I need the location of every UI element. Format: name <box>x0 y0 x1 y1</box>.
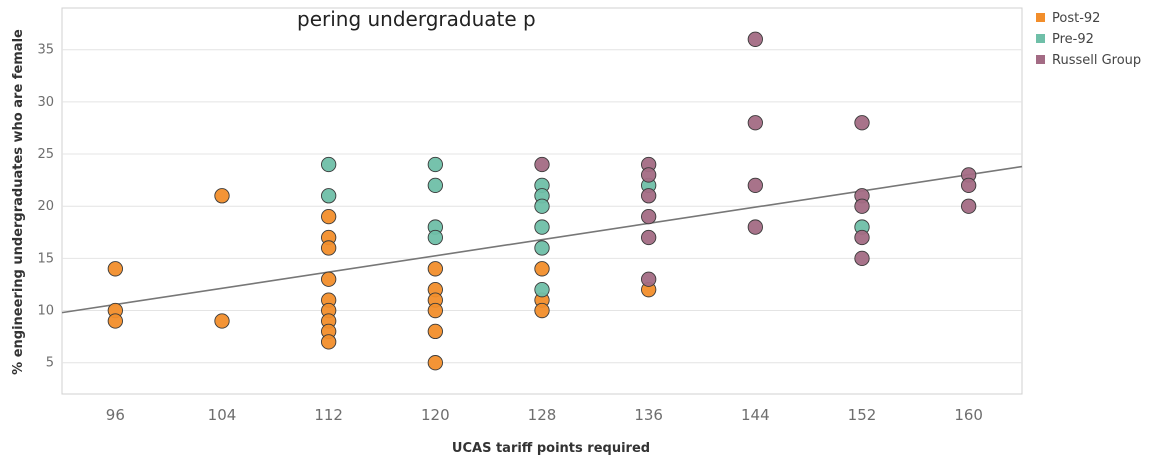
data-point-russell-group <box>854 198 870 214</box>
data-point-russell-group <box>641 271 657 287</box>
data-point-pre-92 <box>321 188 337 204</box>
data-point-post-92 <box>214 188 230 204</box>
y-axis-label: % engineering undergraduates who are fem… <box>11 29 26 375</box>
y-tick-label: 5 <box>46 356 54 371</box>
y-axis-ticks: 5 10 15 20 25 30 35 <box>37 43 54 371</box>
data-point-post-92 <box>427 323 443 340</box>
legend-swatch <box>1036 13 1045 22</box>
data-point-russell-group <box>747 219 763 235</box>
data-point-post-92 <box>534 302 550 319</box>
data-point-post-92 <box>427 302 443 319</box>
y-tick-label: 30 <box>37 95 54 110</box>
data-point-pre-92 <box>534 240 550 256</box>
data-point-russell-group <box>641 208 657 225</box>
y-tick-label: 15 <box>37 251 54 266</box>
legend-label: Russell Group <box>1052 53 1141 68</box>
data-point-post-92 <box>107 261 123 277</box>
x-tick-label: 112 <box>314 406 343 424</box>
data-point-post-92 <box>427 261 443 277</box>
data-point-pre-92 <box>427 229 443 246</box>
data-point-post-92 <box>214 313 230 329</box>
data-point-russell-group <box>961 198 977 214</box>
data-point-pre-92 <box>534 198 550 214</box>
x-tick-label: 160 <box>954 406 983 424</box>
data-point-post-92 <box>427 355 443 371</box>
legend-label: Pre-92 <box>1052 32 1094 47</box>
chart-title-fragment: pering undergraduate p <box>297 7 536 31</box>
data-point-post-92 <box>321 240 337 256</box>
x-tick-label: 128 <box>528 406 557 424</box>
data-point-russell-group <box>747 31 763 47</box>
data-point-pre-92 <box>321 156 337 173</box>
data-point-russell-group <box>854 229 870 246</box>
x-tick-label: 120 <box>421 406 450 424</box>
data-point-russell-group <box>854 250 870 267</box>
x-axis-label: UCAS tariff points required <box>452 441 650 456</box>
x-tick-label: 152 <box>848 406 877 424</box>
y-tick-label: 35 <box>37 43 54 58</box>
data-point-russell-group <box>747 115 763 131</box>
data-point-russell-group <box>534 156 550 173</box>
data-points <box>107 31 977 371</box>
data-point-post-92 <box>321 271 337 287</box>
legend-swatch <box>1036 55 1045 64</box>
x-axis-ticks: 96 104 112 120 128 136 144 152 160 <box>106 406 983 424</box>
data-point-post-92 <box>321 208 337 225</box>
legend: Post-92 Pre-92 Russell Group <box>1036 11 1141 68</box>
data-point-pre-92 <box>534 219 550 235</box>
data-point-pre-92 <box>427 156 443 173</box>
x-tick-label: 136 <box>634 406 663 424</box>
data-point-post-92 <box>107 313 123 329</box>
plot-frame <box>61 7 1023 395</box>
x-tick-label: 104 <box>208 406 237 424</box>
data-point-russell-group <box>641 188 657 204</box>
data-point-post-92 <box>534 261 550 277</box>
data-point-russell-group <box>961 177 977 194</box>
y-tick-label: 20 <box>37 199 54 214</box>
data-point-russell-group <box>641 229 657 246</box>
data-point-russell-group <box>641 167 657 183</box>
x-tick-label: 144 <box>741 406 770 424</box>
y-tick-label: 10 <box>37 304 54 319</box>
legend-label: Post-92 <box>1052 11 1100 26</box>
data-point-post-92 <box>321 334 337 350</box>
data-point-pre-92 <box>427 177 443 194</box>
x-tick-label: 96 <box>106 406 125 424</box>
data-point-russell-group <box>747 177 763 194</box>
data-point-russell-group <box>854 115 870 131</box>
legend-swatch <box>1036 34 1045 43</box>
data-point-pre-92 <box>534 282 550 298</box>
y-tick-label: 25 <box>37 147 54 162</box>
